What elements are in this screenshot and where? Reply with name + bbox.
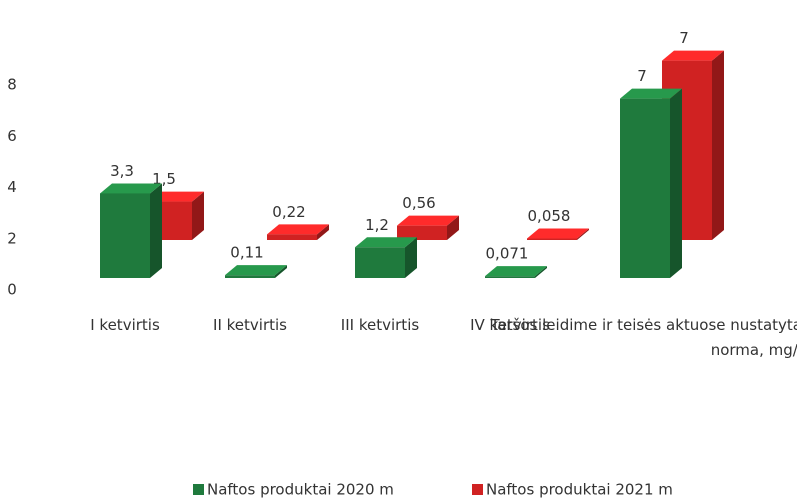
bar-top	[267, 224, 329, 235]
value-label: 3,3	[110, 162, 134, 180]
bar	[485, 266, 547, 278]
value-label: 0,11	[230, 244, 263, 262]
value-label: 7	[679, 29, 689, 47]
x-tick-label: Taršos leidime ir teisės aktuose nustaty…	[490, 316, 797, 359]
x-tick-label: II ketvirtis	[213, 316, 287, 334]
y-tick-label: 0	[7, 281, 17, 299]
value-label: 0,56	[402, 194, 435, 212]
bar	[267, 224, 329, 240]
bar-front	[355, 247, 405, 278]
bar	[225, 265, 287, 278]
legend-swatch	[193, 484, 204, 495]
bar-top	[355, 237, 417, 248]
legend-swatch	[472, 484, 483, 495]
bar-side	[275, 265, 287, 278]
bar-front	[620, 98, 670, 278]
legend-label: Naftos produktai 2020 m	[207, 481, 394, 499]
bar	[397, 215, 459, 240]
bar-side	[577, 228, 589, 240]
bar-side	[405, 237, 417, 278]
bar-side	[317, 224, 329, 240]
y-tick-label: 8	[7, 76, 17, 94]
bar-front	[225, 275, 275, 278]
bar-top	[620, 88, 682, 99]
value-label: 7	[637, 67, 647, 85]
bar-side	[150, 183, 162, 278]
value-label: 0,22	[272, 203, 305, 221]
bar	[527, 228, 589, 240]
bar-top	[397, 215, 459, 226]
bar-top	[100, 183, 162, 194]
bar	[355, 237, 417, 278]
bar-side	[535, 266, 547, 278]
bar-front	[100, 193, 150, 278]
bar-top	[662, 50, 724, 61]
bar-top	[485, 266, 547, 277]
bar-top	[225, 265, 287, 276]
y-tick-label: 2	[7, 229, 17, 247]
bar-front	[397, 225, 447, 240]
x-tick-label: I ketvirtis	[90, 316, 160, 334]
bar-front	[485, 276, 535, 278]
bar	[620, 88, 682, 278]
x-tick-label: III ketvirtis	[340, 316, 420, 334]
bar-front	[527, 238, 577, 240]
bar-side	[192, 191, 204, 240]
value-label: 1,2	[365, 216, 389, 234]
bar-front	[267, 234, 317, 240]
bar-side	[712, 50, 724, 240]
y-tick-label: 6	[7, 127, 17, 145]
value-label: 0,071	[486, 245, 529, 263]
value-label: 0,058	[528, 207, 571, 225]
bar	[100, 183, 162, 278]
bar-top	[527, 228, 589, 239]
y-tick-label: 4	[7, 178, 17, 196]
legend-label: Naftos produktai 2021 m	[486, 481, 673, 499]
x-tick-label: IV ketvirtis	[470, 316, 550, 334]
bar-side	[670, 88, 682, 278]
bar-side	[447, 215, 459, 240]
